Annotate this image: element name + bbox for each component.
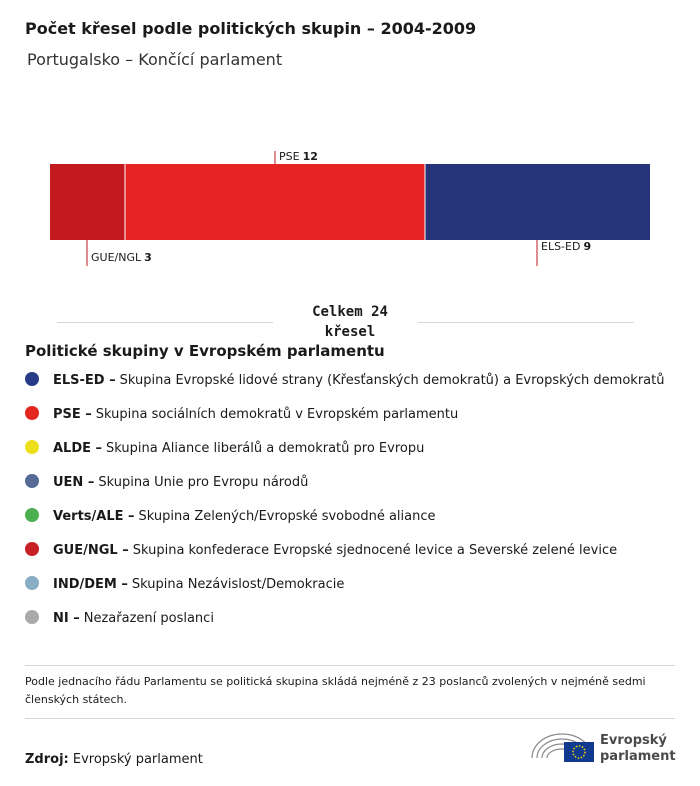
logo-icon (531, 733, 594, 762)
legend-swatch (25, 610, 39, 624)
legend-swatch (25, 542, 39, 556)
data-label-name: ELS-ED (541, 240, 580, 253)
footnote: Podle jednacího řádu Parlamentu se polit… (25, 675, 646, 706)
source-text: Evropský parlament (72, 752, 203, 767)
chart-subtitle: Portugalsko – Končící parlament (27, 50, 283, 69)
legend-item: ALDE – Skupina Aliance liberálů a demokra… (25, 439, 424, 459)
legend-desc: Skupina Evropské lidové strany (Křesťans… (119, 373, 665, 388)
legend-abbr: GUE/NGL – (53, 543, 129, 558)
legend-abbr: PSE – (53, 407, 92, 422)
divider (418, 322, 634, 323)
legend-item: PSE – Skupina sociálních demokratů v Evro… (25, 405, 458, 425)
legend-item: NI – Nezařazení poslanci (25, 609, 214, 629)
legend-desc: Skupina Zelených/Evropské svobodné alian… (138, 509, 436, 524)
source-label: Zdroj: (25, 752, 69, 767)
chart-title: Počet křesel podle politických skupin – … (25, 19, 477, 38)
logo-text: Evropský parlament (600, 733, 676, 764)
legend-swatch (25, 406, 39, 420)
data-label-value: 3 (144, 251, 152, 264)
divider (25, 718, 675, 719)
legend-desc: Skupina Nezávislost/Demokracie (131, 577, 345, 592)
data-label: PSE 12 (279, 150, 318, 163)
legend-abbr: Verts/ALE – (53, 509, 135, 524)
bar-segment (50, 164, 125, 240)
bar-segment (425, 164, 650, 240)
legend-desc: Skupina Aliance liberálů a demokratů pro… (106, 441, 425, 456)
legend-abbr: ELS-ED – (53, 373, 116, 388)
total-label: Celkem 24 křesel (295, 302, 405, 342)
divider (57, 322, 273, 323)
data-label: ELS-ED 9 (541, 240, 591, 253)
legend-desc: Nezařazení poslanci (83, 611, 214, 626)
legend-swatch (25, 576, 39, 590)
data-label-name: PSE (279, 150, 300, 163)
legend-title: Politické skupiny v Evropském parlamentu (25, 342, 385, 360)
legend-swatch (25, 508, 39, 522)
chart: GUE/NGL 3 PSE 12 ELS-ED 9 (50, 150, 650, 266)
legend-abbr: IND/DEM – (53, 577, 128, 592)
data-label-value: 9 (583, 240, 591, 253)
legend-item: Verts/ALE – Skupina Zelených/Evropské svo… (25, 507, 436, 527)
legend-swatch (25, 440, 39, 454)
divider (25, 665, 675, 666)
legend-abbr: ALDE – (53, 441, 103, 456)
legend-desc: Skupina konfederace Evropské sjednocené … (132, 543, 618, 558)
legend-item: ELS-ED – Skupina Evropské lidové strany (… (25, 371, 664, 391)
data-label-name: GUE/NGL (91, 251, 142, 264)
legend-item: GUE/NGL – Skupina konfederace Evropské sj… (25, 541, 617, 561)
bar-segment (125, 164, 425, 240)
data-label: GUE/NGL 3 (91, 251, 152, 264)
source: Zdroj: Evropský parlament (25, 752, 203, 767)
legend-item: UEN – Skupina Unie pro Evropu národů (25, 473, 308, 493)
legend-abbr: UEN – (53, 475, 95, 490)
legend-abbr: NI – (53, 611, 80, 626)
legend-swatch (25, 474, 39, 488)
legend-desc: Skupina Unie pro Evropu národů (98, 475, 309, 490)
legend-swatch (25, 372, 39, 386)
data-label-value: 12 (303, 150, 318, 163)
legend-desc: Skupina sociálních demokratů v Evropském… (95, 407, 459, 422)
legend-item: IND/DEM – Skupina Nezávislost/Demokracie (25, 575, 344, 595)
